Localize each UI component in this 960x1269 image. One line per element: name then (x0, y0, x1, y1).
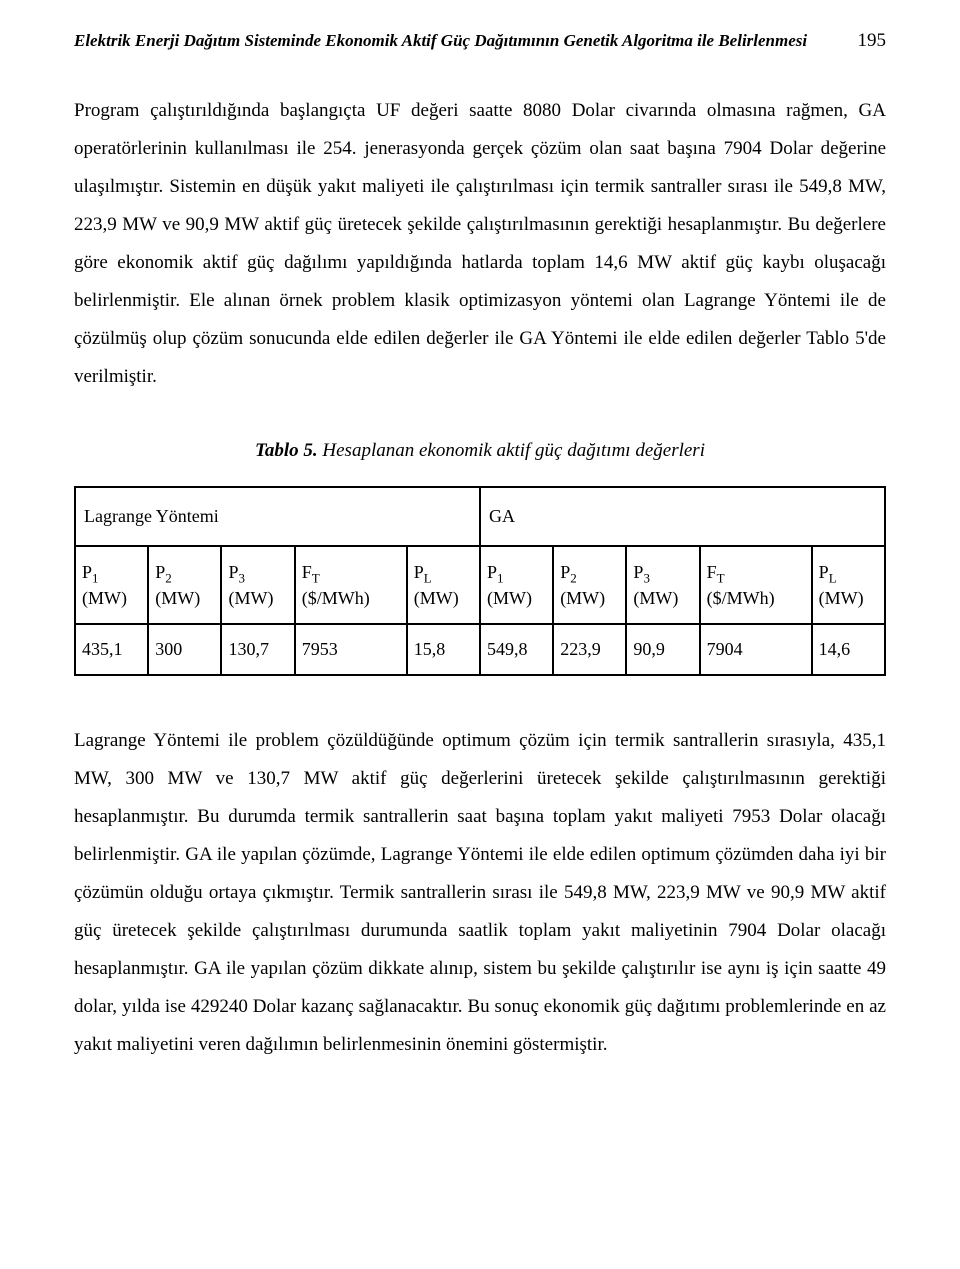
table-value-cell: 130,7 (221, 624, 294, 675)
table-header-cell: PL(MW) (407, 546, 480, 624)
table-value-row: 435,1300130,7795315,8549,8223,990,979041… (75, 624, 885, 675)
table-header-cell: P2(MW) (553, 546, 626, 624)
table-header-cell: P3(MW) (626, 546, 699, 624)
paragraph-1b-text: Ele alınan örnek problem klasik optimiza… (74, 290, 886, 387)
paragraph-2: Lagrange Yöntemi ile problem çözüldüğünd… (74, 722, 886, 1064)
page-header: Elektrik Enerji Dağıtım Sisteminde Ekono… (74, 30, 886, 52)
table-value-cell: 7953 (295, 624, 407, 675)
table-value-cell: 549,8 (480, 624, 553, 675)
table-value-cell: 14,6 (812, 624, 885, 675)
table-header-cell: P3(MW) (221, 546, 294, 624)
method-lagrange: Lagrange Yöntemi (75, 487, 480, 546)
table-value-cell: 15,8 (407, 624, 480, 675)
running-title: Elektrik Enerji Dağıtım Sisteminde Ekono… (74, 31, 807, 51)
table-value-cell: 300 (148, 624, 221, 675)
table-header-cell: P1(MW) (75, 546, 148, 624)
table-method-row: Lagrange Yöntemi GA (75, 487, 885, 546)
paragraph-1a-text: Program çalıştırıldığında başlangıçta UF… (74, 100, 886, 311)
page-number: 195 (858, 30, 887, 52)
table-caption-text: Hesaplanan ekonomik aktif güç dağıtımı d… (322, 440, 705, 461)
table-header-row: P1(MW)P2(MW)P3(MW)FT($/MWh)PL(MW)P1(MW)P… (75, 546, 885, 624)
table-value-cell: 223,9 (553, 624, 626, 675)
table-header-cell: FT($/MWh) (295, 546, 407, 624)
table-header-cell: P2(MW) (148, 546, 221, 624)
paragraph-1: Program çalıştırıldığında başlangıçta UF… (74, 92, 886, 396)
table-value-cell: 90,9 (626, 624, 699, 675)
results-table: Lagrange Yöntemi GA P1(MW)P2(MW)P3(MW)FT… (74, 486, 886, 676)
table-header-cell: P1(MW) (480, 546, 553, 624)
table-caption: Tablo 5. Hesaplanan ekonomik aktif güç d… (74, 440, 886, 462)
table-caption-label: Tablo 5. (255, 440, 318, 461)
table-value-cell: 435,1 (75, 624, 148, 675)
method-ga: GA (480, 487, 885, 546)
table-value-cell: 7904 (700, 624, 812, 675)
table-header-cell: FT($/MWh) (700, 546, 812, 624)
table-header-cell: PL(MW) (812, 546, 885, 624)
